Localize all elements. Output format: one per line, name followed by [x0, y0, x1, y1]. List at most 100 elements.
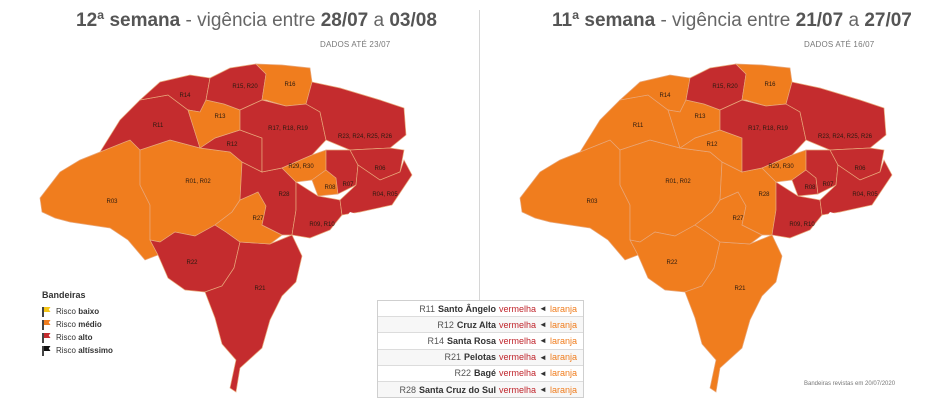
- region-label: R28: [758, 192, 770, 198]
- region-label: R22: [186, 260, 198, 266]
- revision-footnote: Bandeiras revistas em 20/07/2020: [804, 381, 896, 387]
- flag-icon: [42, 320, 51, 330]
- to-flag: laranja: [549, 319, 577, 330]
- region-label: R04, R05: [372, 192, 398, 198]
- right-region-map: R03 R01, R02 R22 R21 R27 R28 R09, R10 R12 R11 R14…: [519, 63, 893, 393]
- arrow-left-icon: ◄: [539, 304, 547, 314]
- region-code: R22: [454, 368, 472, 379]
- flag-icon: [42, 333, 51, 343]
- region-label: R23, R24, R25, R26: [338, 134, 393, 140]
- center-divider: [479, 10, 480, 393]
- legend-label: Risco baixo: [56, 307, 100, 316]
- legend-label: Risco médio: [56, 320, 102, 329]
- region-label: R09, R10: [789, 222, 815, 228]
- region-label: R21: [254, 286, 266, 292]
- region-code: R12: [437, 319, 454, 330]
- region-label: R07: [342, 182, 354, 188]
- region-name: Pelotas: [464, 352, 497, 363]
- to-flag: laranja: [549, 352, 577, 363]
- region-label: R12: [226, 142, 238, 148]
- region-label: R08: [324, 185, 336, 191]
- region-label: R16: [764, 82, 776, 88]
- region-label: R06: [374, 166, 386, 172]
- lagoon: [768, 212, 840, 318]
- region-label: R04, R05: [852, 192, 878, 198]
- legend-label: Risco alto: [56, 333, 93, 342]
- region-label: R11: [633, 123, 644, 129]
- region-label: R03: [106, 199, 118, 205]
- region-label: R13: [694, 114, 706, 120]
- region-label: R17, R18, R19: [268, 126, 308, 132]
- region-name: Santa Cruz do Sul: [419, 384, 497, 395]
- region-label: R16: [284, 82, 296, 88]
- region-code: R21: [444, 352, 462, 363]
- region-label: R09, R10: [309, 222, 335, 228]
- to-flag: laranja: [549, 335, 577, 346]
- region-code: R14: [427, 335, 444, 346]
- region-code: R11: [419, 303, 436, 314]
- flag-changes-table: R11 Santo Ângelo vermelha ◄ laranja R12 Cruz A…: [377, 300, 584, 399]
- region-label: R22: [666, 260, 678, 266]
- region-label: R06: [854, 166, 866, 172]
- region-name: Santa Rosa: [447, 335, 497, 346]
- change-row: R11 Santo Ângelo vermelha ◄ laranja: [378, 301, 583, 318]
- region-label: R15, R20: [232, 84, 258, 90]
- flag-icon: [42, 346, 51, 356]
- arrow-left-icon: ◄: [539, 368, 547, 378]
- arrow-left-icon: ◄: [539, 320, 547, 330]
- legend-title: Bandeiras: [42, 290, 86, 300]
- left-map-regions: R03 R01, R02 R22 R21 R27 R28 R09, R10 R12 R11 R14…: [39, 63, 413, 393]
- right-data-date: DADOS ATÉ 16/07: [804, 40, 875, 49]
- change-row: R21 Pelotas vermelha ◄ laranja: [378, 349, 583, 366]
- from-flag: vermelha: [499, 384, 537, 395]
- from-flag: vermelha: [499, 335, 537, 346]
- region-r23-r24-r25-r26: [305, 81, 407, 151]
- change-row: R28 Santa Cruz do Sul vermelha ◄ laranja: [378, 381, 583, 398]
- region-label: R12: [706, 142, 718, 148]
- region-label: R27: [252, 216, 264, 222]
- legend-item: Risco baixo: [42, 305, 113, 318]
- arrow-left-icon: ◄: [539, 385, 547, 395]
- to-flag: laranja: [549, 303, 577, 314]
- from-flag: vermelha: [499, 319, 537, 330]
- region-label: R29, R30: [768, 164, 794, 170]
- region-r21: [684, 234, 783, 393]
- region-label: R13: [214, 114, 226, 120]
- change-row: R14 Santa Rosa vermelha ◄ laranja: [378, 333, 583, 350]
- region-label: R08: [804, 185, 816, 191]
- legend-item: Risco médio: [42, 318, 113, 331]
- region-r21: [204, 234, 303, 393]
- region-label: R07: [822, 182, 834, 188]
- region-r04-r05: [819, 159, 893, 216]
- lagoon: [288, 212, 360, 318]
- region-code: R28: [399, 384, 417, 395]
- legend-item: Risco alto: [42, 331, 113, 344]
- region-label: R17, R18, R19: [748, 126, 788, 132]
- region-label: R28: [278, 192, 290, 198]
- region-r17-r18-r19: [719, 99, 807, 173]
- region-label: R14: [179, 93, 191, 99]
- left-data-date: DADOS ATÉ 23/07: [320, 40, 391, 49]
- region-label: R11: [153, 123, 164, 129]
- left-map-title: 12ª semana - vigência entre 28/07 a 03/0…: [76, 10, 437, 31]
- from-flag: vermelha: [499, 368, 537, 379]
- region-label: R01, R02: [665, 179, 691, 185]
- right-map-title: 11ª semana - vigência entre 21/07 a 27/0…: [552, 10, 912, 31]
- flag-legend: Bandeiras Risco baixo Risco médio Risco al…: [42, 290, 113, 357]
- region-r09-r10: [291, 181, 343, 239]
- right-map-regions: R03 R01, R02 R22 R21 R27 R28 R09, R10 R12 R11 R14…: [519, 63, 893, 393]
- region-label: R15, R20: [712, 84, 738, 90]
- to-flag: laranja: [549, 368, 577, 379]
- region-r17-r18-r19: [239, 99, 327, 173]
- region-label: R03: [586, 199, 598, 205]
- from-flag: vermelha: [499, 352, 537, 363]
- region-label: R21: [734, 286, 746, 292]
- region-r23-r24-r25-r26: [785, 81, 887, 151]
- region-name: Cruz Alta: [456, 319, 497, 330]
- region-label: R23, R24, R25, R26: [818, 134, 873, 140]
- region-r09-r10: [771, 181, 823, 239]
- from-flag: vermelha: [499, 303, 537, 314]
- region-label: R01, R02: [185, 179, 211, 185]
- region-label: R29, R30: [288, 164, 314, 170]
- region-label: R14: [659, 93, 671, 99]
